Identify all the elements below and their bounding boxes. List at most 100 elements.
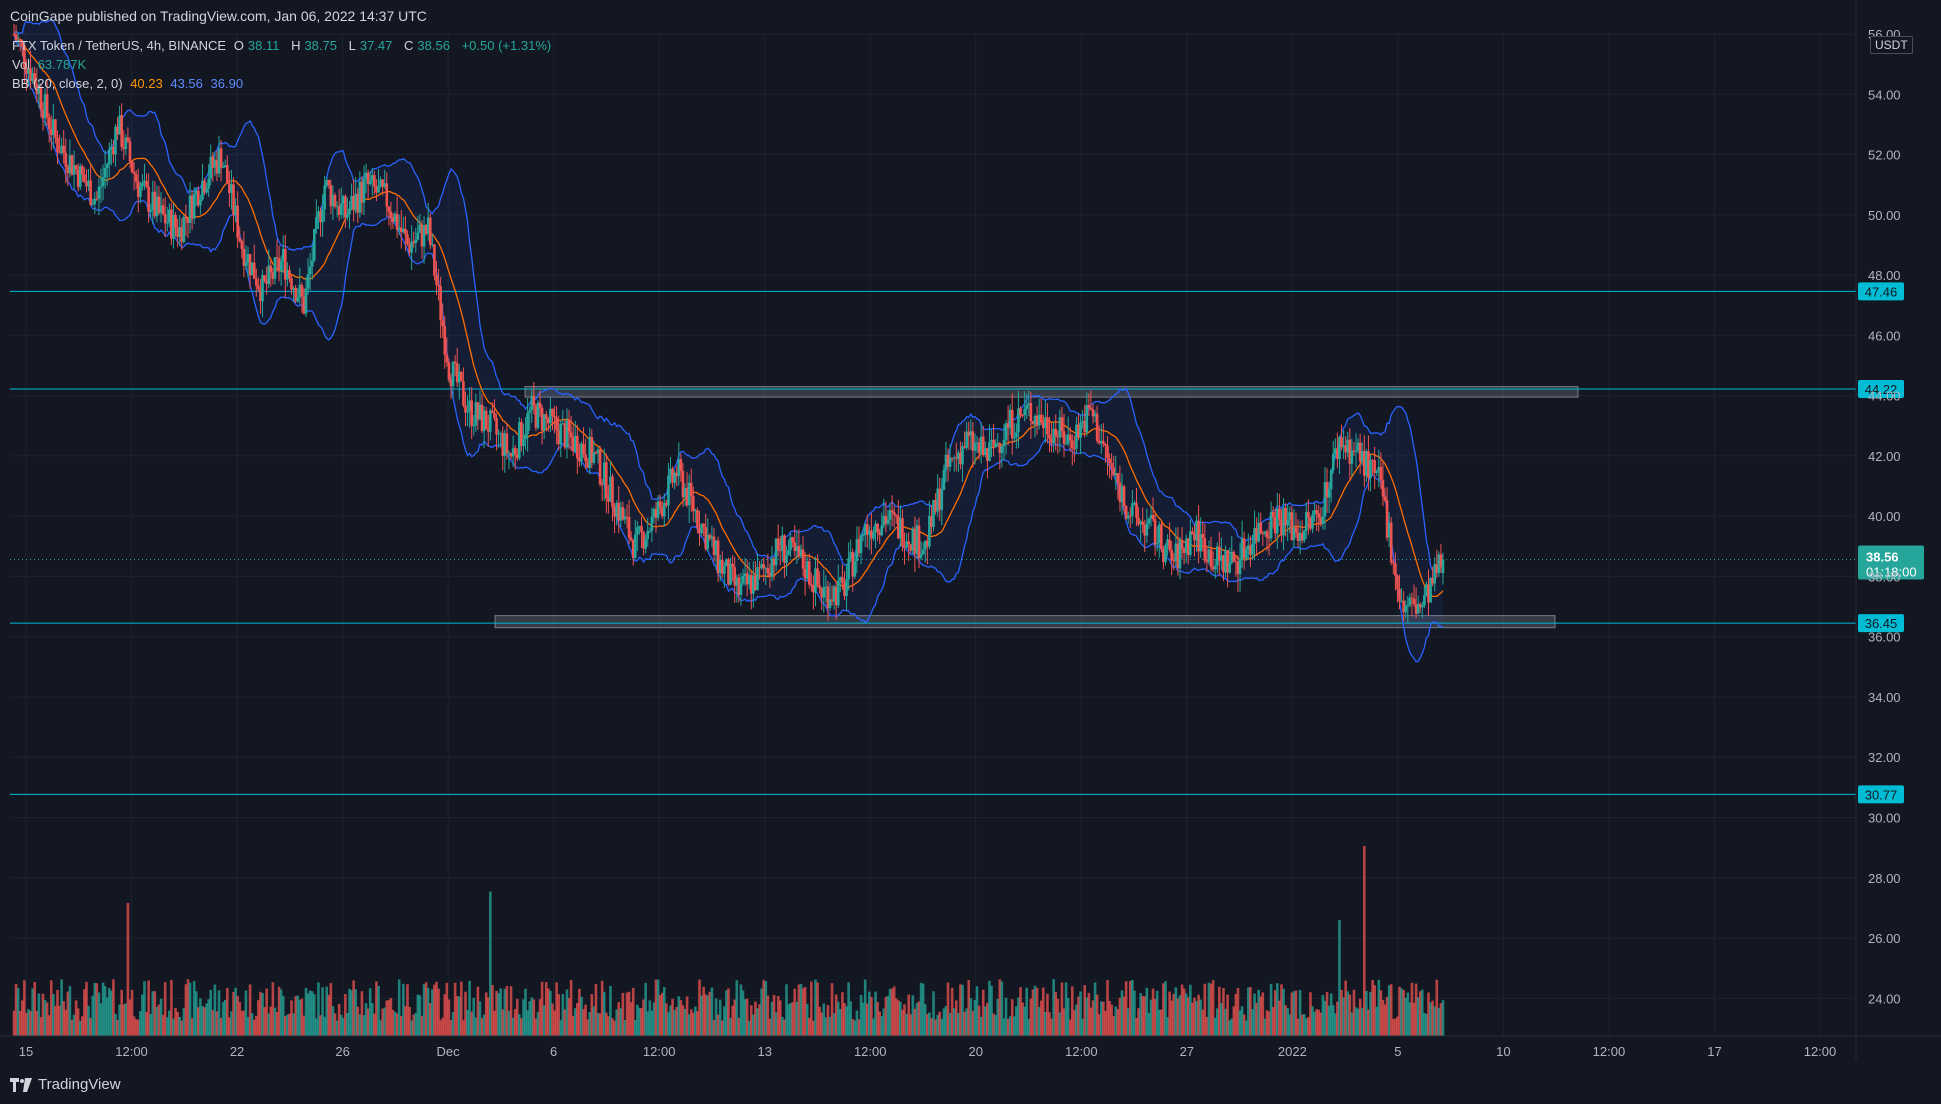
candle-body bbox=[582, 443, 585, 455]
candle-body bbox=[406, 234, 409, 245]
volume-legend[interactable]: Vol 63.787K bbox=[12, 57, 90, 72]
candle-body bbox=[420, 224, 424, 247]
candle-body bbox=[1439, 554, 1443, 568]
volume-bar bbox=[310, 991, 314, 1036]
candle-body bbox=[689, 482, 693, 497]
volume-bar bbox=[491, 985, 494, 1036]
volume-bar bbox=[1340, 989, 1343, 1036]
volume-bar bbox=[1278, 1000, 1281, 1036]
candle-body bbox=[975, 442, 979, 444]
volume-bar bbox=[1114, 1006, 1118, 1036]
candle-body bbox=[499, 433, 502, 435]
candle-body bbox=[37, 87, 41, 94]
volume-bar bbox=[1050, 1018, 1053, 1036]
volume-bar bbox=[83, 989, 86, 1036]
candle-body bbox=[1363, 451, 1366, 476]
volume-bar bbox=[1010, 999, 1014, 1036]
candle-body bbox=[1234, 561, 1238, 563]
candle-body bbox=[820, 588, 823, 598]
candle-body bbox=[1162, 548, 1165, 563]
volume-bar bbox=[1367, 1009, 1370, 1036]
candle-body bbox=[880, 525, 884, 536]
candle-body bbox=[1294, 527, 1298, 533]
volume-bar bbox=[652, 1002, 656, 1036]
candle-body bbox=[292, 287, 295, 290]
candle-body bbox=[1269, 511, 1273, 539]
candle-body bbox=[182, 216, 186, 242]
volume-bar bbox=[648, 1000, 652, 1036]
volume-bar bbox=[758, 1004, 761, 1036]
volume-bar bbox=[1321, 995, 1325, 1036]
volume-bar bbox=[1271, 1007, 1275, 1036]
volume-bar bbox=[1021, 1002, 1024, 1036]
volume-bar bbox=[1209, 983, 1213, 1036]
candle-body bbox=[1013, 437, 1016, 439]
volume-bar bbox=[339, 1014, 343, 1036]
volume-bar bbox=[1404, 997, 1408, 1036]
volume-bar bbox=[199, 998, 202, 1036]
symbol-legend[interactable]: FTX Token / TetherUS, 4h, BINANCE O 38.11… bbox=[12, 38, 552, 53]
candle-body bbox=[1338, 437, 1341, 460]
volume-bar bbox=[913, 1008, 917, 1036]
candle-body bbox=[1369, 460, 1372, 478]
candle-body bbox=[592, 452, 596, 463]
volume-bar bbox=[853, 1020, 857, 1036]
volume-bar bbox=[381, 1008, 384, 1036]
volume-bar bbox=[1257, 989, 1260, 1036]
volume-bar bbox=[1334, 1013, 1337, 1036]
volume-bar bbox=[176, 1011, 179, 1036]
volume-bar bbox=[437, 988, 440, 1036]
volume-bar bbox=[940, 1018, 944, 1036]
candle-body bbox=[698, 527, 701, 534]
volume-bar bbox=[350, 990, 353, 1036]
volume-bar bbox=[700, 995, 703, 1036]
volume-bar bbox=[1155, 990, 1159, 1036]
currency-unit-badge[interactable]: USDT bbox=[1870, 36, 1913, 54]
volume-bar bbox=[1331, 1005, 1335, 1036]
volume-bar bbox=[675, 1006, 679, 1036]
candle-body bbox=[667, 475, 670, 506]
candle-body bbox=[410, 241, 413, 253]
volume-bar bbox=[281, 995, 285, 1036]
candle-body bbox=[1429, 577, 1432, 603]
volume-bar bbox=[290, 1000, 293, 1036]
candle-body bbox=[569, 432, 573, 438]
candle-body bbox=[78, 166, 82, 188]
tradingview-branding[interactable]: TradingView bbox=[10, 1076, 121, 1093]
volume-bar bbox=[273, 1007, 277, 1036]
volume-bar bbox=[975, 986, 979, 1036]
candle-body bbox=[373, 175, 376, 187]
candle-body bbox=[184, 216, 188, 219]
bb-upper-value: 43.56 bbox=[170, 76, 203, 91]
candle-body bbox=[497, 433, 500, 435]
bb-legend[interactable]: BB (20, close, 2, 0) 40.23 43.56 36.90 bbox=[12, 76, 247, 91]
volume-bar bbox=[1315, 1009, 1318, 1036]
volume-bar bbox=[1118, 997, 1122, 1036]
volume-bar bbox=[1004, 997, 1008, 1036]
volume-bar bbox=[161, 1014, 165, 1036]
publisher-line: CoinGape published on TradingView.com, J… bbox=[10, 8, 427, 24]
bb-mid-value: 40.23 bbox=[130, 76, 163, 91]
volume-bar bbox=[586, 1019, 589, 1036]
candle-body bbox=[97, 186, 101, 199]
y-tick-label: 48.00 bbox=[1868, 268, 1901, 283]
volume-bar bbox=[555, 982, 558, 1036]
range-zones bbox=[494, 386, 1579, 629]
volume-bar bbox=[499, 988, 502, 1036]
volume-bar bbox=[1060, 982, 1064, 1036]
candle-body bbox=[163, 214, 167, 224]
candle-body bbox=[677, 459, 681, 477]
candle-body bbox=[1418, 604, 1422, 608]
candle-body bbox=[91, 204, 94, 206]
candle-body bbox=[1089, 407, 1093, 410]
candle-body bbox=[921, 549, 925, 555]
candle-body bbox=[973, 442, 977, 451]
volume-bar bbox=[211, 1010, 215, 1036]
volume-bar bbox=[1429, 1002, 1432, 1036]
candle-body bbox=[223, 165, 227, 167]
candle-body bbox=[85, 182, 88, 187]
candle-body bbox=[778, 550, 782, 552]
volume-bar bbox=[1259, 996, 1263, 1036]
volume-bar bbox=[379, 1020, 382, 1036]
